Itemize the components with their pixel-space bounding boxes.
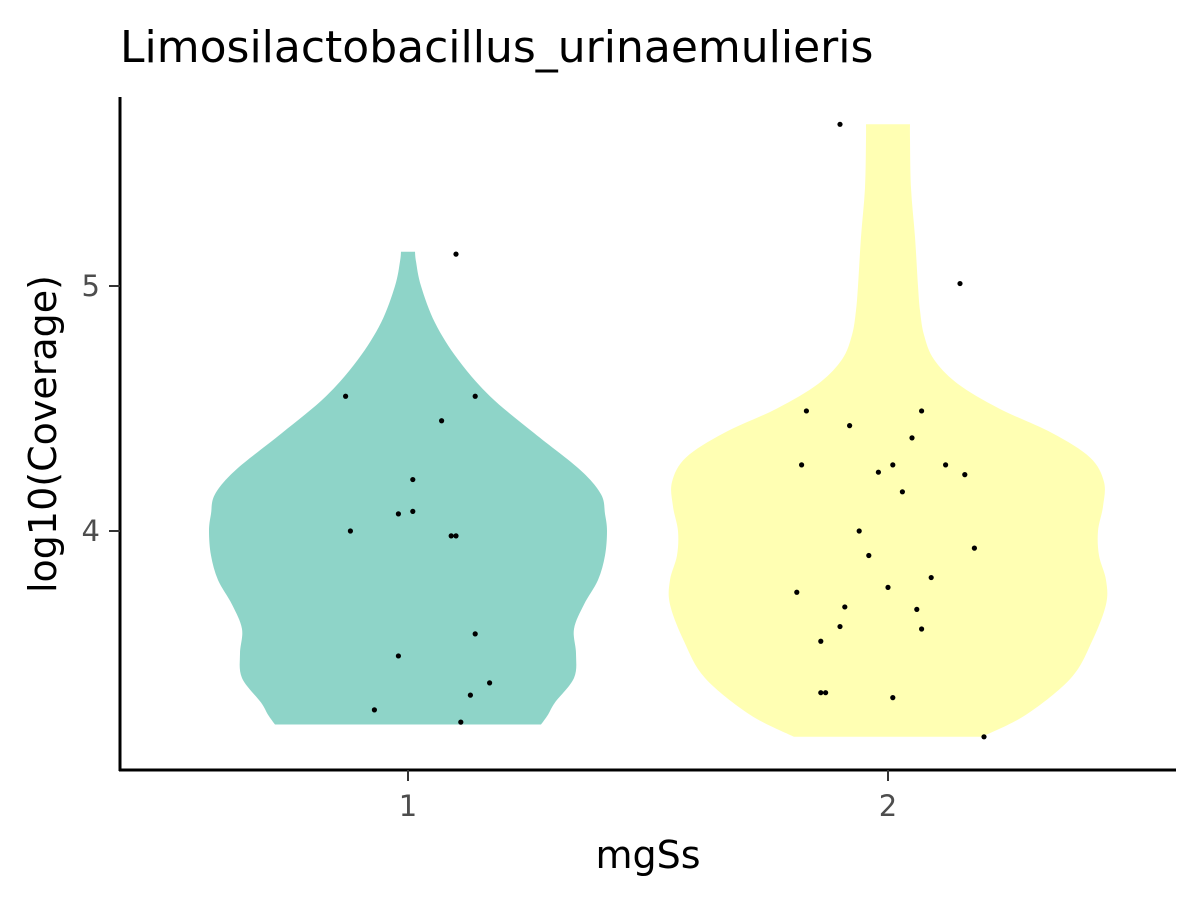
data-point-2-21: [919, 626, 925, 632]
data-point-2-4: [919, 408, 925, 414]
data-point-2-23: [818, 690, 824, 696]
data-point-2-19: [914, 606, 920, 613]
data-point-2-0: [837, 121, 843, 127]
data-point-2-10: [962, 472, 968, 478]
data-point-1-7: [453, 533, 459, 539]
data-point-1-15: [458, 719, 464, 725]
jitter-points-layer: [343, 121, 987, 740]
data-point-2-2: [803, 408, 810, 414]
y-tick-label-4: 4: [82, 514, 100, 548]
data-point-2-13: [866, 552, 872, 559]
data-point-1-5: [439, 418, 445, 424]
data-point-1-2: [395, 511, 401, 517]
data-point-1-12: [371, 707, 377, 713]
x-tick-label-1: 1: [399, 789, 417, 823]
violin-layer: [209, 124, 1108, 737]
data-point-2-7: [875, 469, 882, 475]
data-point-2-11: [899, 489, 906, 495]
data-point-2-6: [799, 462, 805, 468]
data-point-1-14: [487, 680, 493, 686]
data-point-1-6: [448, 533, 454, 539]
data-point-2-22: [818, 638, 824, 644]
data-point-1-10: [472, 631, 478, 637]
data-point-1-0: [343, 393, 349, 399]
data-point-1-8: [453, 251, 459, 257]
data-point-2-26: [981, 734, 987, 740]
data-point-2-15: [928, 574, 934, 581]
x-axis-title: mgSs: [595, 833, 700, 877]
y-axis-title: log10(Coverage): [21, 275, 65, 593]
data-point-1-4: [410, 508, 416, 514]
data-point-2-12: [856, 528, 862, 534]
data-point-1-9: [472, 393, 478, 399]
data-point-2-3: [847, 423, 853, 429]
data-point-2-20: [837, 623, 843, 630]
x-tick-label-2: 2: [879, 789, 897, 823]
data-point-1-1: [347, 528, 353, 534]
data-point-2-5: [909, 435, 915, 441]
data-point-2-16: [885, 584, 891, 590]
data-point-2-25: [890, 695, 896, 701]
data-point-2-8: [890, 462, 896, 468]
y-tick-label-5: 5: [82, 269, 100, 303]
violin-1: [209, 251, 607, 725]
data-point-2-18: [842, 604, 848, 610]
data-point-1-13: [467, 692, 473, 698]
data-point-2-14: [971, 545, 978, 551]
chart-title: Limosilactobacillus_urinaemulieris: [120, 22, 873, 73]
data-point-2-17: [794, 589, 800, 595]
data-point-1-11: [395, 653, 401, 659]
data-point-2-9: [943, 462, 949, 468]
data-point-1-3: [410, 476, 416, 483]
data-point-2-24: [823, 690, 829, 696]
violin-2: [668, 124, 1108, 737]
data-point-2-1: [957, 280, 963, 287]
